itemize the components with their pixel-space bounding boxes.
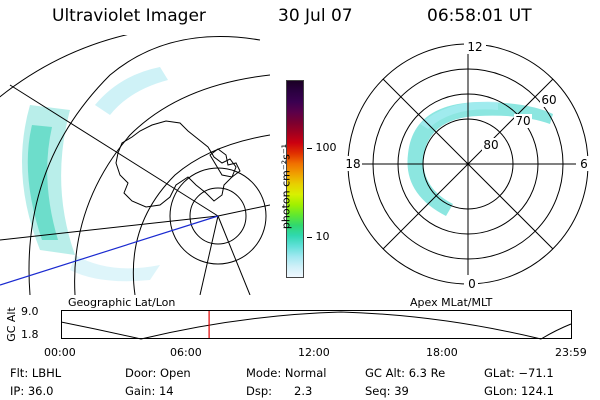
timeline-xtick-1: 06:00 (170, 346, 202, 359)
lon-line-nw (9, 84, 219, 217)
timeline-xtick-2: 12:00 (298, 346, 330, 359)
lon-line-e (217, 204, 270, 217)
apex-label: Apex MLat/MLT (410, 296, 493, 309)
timeline-xtick-0: 00:00 (44, 346, 76, 359)
terminator-line (0, 215, 219, 286)
info-gain: Gain: 14 (125, 384, 174, 398)
timeline-axis-label: GC Alt (4, 307, 18, 342)
mlat-label-70: 70 (515, 114, 530, 128)
orbit-timeline (61, 310, 572, 340)
instrument-title: Ultraviolet Imager (52, 6, 206, 26)
colorbar-tick-100: 100 (307, 141, 337, 154)
info-mode: Mode: Normal (246, 366, 327, 380)
geographic-label: Geographic Lat/Lon (68, 296, 176, 309)
colorbar (286, 80, 304, 278)
info-glon: GLon: 124.1 (484, 384, 554, 398)
timeline-ytick-top: 9.0 (21, 305, 39, 318)
date-label: 30 Jul 07 (278, 6, 353, 26)
aurora-emission-south (70, 255, 160, 282)
colorbar-gradient (286, 80, 304, 278)
polar-map: 12 6 0 18 60 70 80 (342, 40, 590, 291)
auroral-oval-outer (420, 101, 498, 129)
timeline-xtick-3: 18:00 (426, 346, 458, 359)
lat-arc-1 (28, 36, 261, 295)
time-label: 06:58:01 UT (427, 6, 532, 26)
info-door: Door: Open (125, 366, 191, 380)
lon-line-w (0, 215, 219, 241)
lon-line-s (199, 215, 219, 295)
colorbar-unit-label: photon cm⁻²s⁻¹ (279, 143, 293, 230)
mlt-label-18: 18 (345, 157, 360, 171)
island-outline (209, 148, 241, 178)
info-dsp-value: 2.3 (294, 384, 313, 398)
mlt-label-12: 12 (467, 40, 482, 54)
auroral-oval (407, 102, 553, 216)
mlat-label-60: 60 (541, 93, 556, 107)
mlat-label-80: 80 (483, 138, 498, 152)
lat-arc-outer (0, 35, 128, 98)
colorbar-tick-10: 10 (307, 230, 330, 243)
lat-circle-pole (189, 187, 247, 245)
timeline-ytick-bottom: 1.8 (21, 328, 39, 341)
info-glat: GLat: −71.1 (484, 366, 554, 380)
timeline-xtick-4: 23:59 (555, 346, 587, 359)
info-seq: Seq: 39 (365, 384, 409, 398)
info-ip: IP: 36.0 (10, 384, 54, 398)
info-filter: Flt: LBHL (10, 366, 62, 380)
lat-arc-3 (132, 134, 270, 295)
mlt-label-6: 6 (580, 157, 588, 171)
altitude-curve (61, 311, 572, 340)
geographic-map (0, 35, 270, 295)
lon-line-se (217, 215, 251, 295)
aurora-emission-north (95, 67, 168, 115)
mlt-line-diag-2 (382, 78, 554, 250)
lat-arc-2 (74, 74, 270, 295)
info-gc-alt: GC Alt: 6.3 Re (365, 366, 446, 380)
mlt-label-0: 0 (468, 277, 476, 291)
info-dsp-label: Dsp: (246, 384, 273, 398)
continent-outline (115, 120, 237, 208)
